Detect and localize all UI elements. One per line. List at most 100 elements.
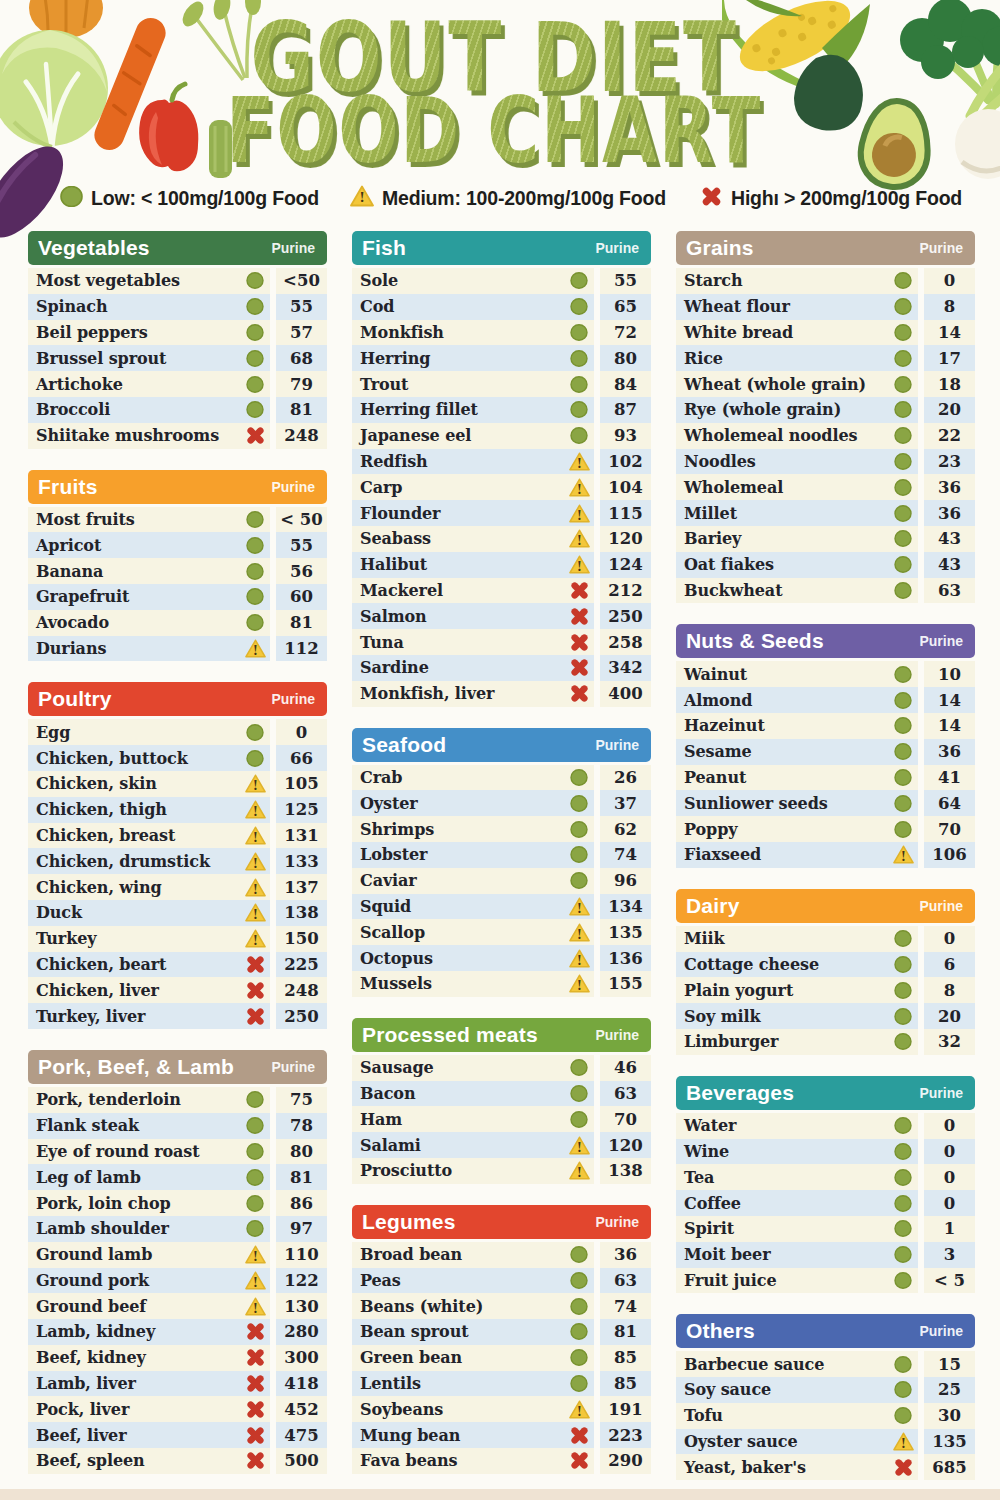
food-name: Miik xyxy=(684,929,725,948)
purine-value: 133 xyxy=(284,852,318,871)
purine-value: 106 xyxy=(932,845,966,864)
purine-value-cell: 55 xyxy=(600,268,651,294)
food-name: Moit beer xyxy=(684,1245,771,1264)
food-name: Almond xyxy=(684,691,752,710)
table-row: Sesame36 xyxy=(676,739,975,765)
purine-value-cell: 248 xyxy=(276,977,327,1003)
table-others: OthersPurineBarbecue sauce15Soy sauce25T… xyxy=(676,1314,975,1480)
high-level-icon xyxy=(568,632,590,652)
purine-value-cell: 135 xyxy=(924,1429,975,1455)
low-level-icon xyxy=(244,322,266,342)
food-name: Seabass xyxy=(360,529,431,548)
food-name: Sole xyxy=(360,271,398,290)
table-row: White bread 14 xyxy=(676,320,975,346)
food-name: Oyster xyxy=(360,794,418,813)
purine-value-cell: 22 xyxy=(924,423,975,449)
table-row: Redfish!102 xyxy=(352,449,651,475)
high-level-icon xyxy=(568,580,590,600)
medium-level-icon: ! xyxy=(568,974,590,994)
medium-level-icon: ! xyxy=(244,877,266,897)
low-level-icon xyxy=(568,1348,590,1368)
food-name: Ground pork xyxy=(36,1271,149,1290)
table-row: Egg0 xyxy=(28,719,327,745)
high-level-icon xyxy=(244,980,266,1000)
table-row: Scallop!135 xyxy=(352,919,651,945)
purine-value-cell: 685 xyxy=(924,1454,975,1480)
purine-value: 55 xyxy=(290,536,313,555)
medium-level-icon: ! xyxy=(244,1245,266,1265)
table-row: Salami!120 xyxy=(352,1132,651,1158)
high-level-icon xyxy=(568,684,590,704)
purine-value: 475 xyxy=(284,1426,318,1445)
purine-value-cell: 134 xyxy=(600,894,651,920)
food-name: Poppy xyxy=(684,820,737,839)
table-row: Beil peppers57 xyxy=(28,320,327,346)
purine-value: 62 xyxy=(614,820,637,839)
purine-value-cell: 80 xyxy=(276,1139,327,1165)
food-name: Green bean xyxy=(360,1348,462,1367)
table-row: Peanut41 xyxy=(676,765,975,791)
purine-value-cell: 55 xyxy=(276,532,327,558)
food-name: Broccoli xyxy=(36,400,110,419)
table-row: Miik0 xyxy=(676,926,975,952)
low-level-icon xyxy=(244,748,266,768)
food-cell: Oyster xyxy=(352,790,594,816)
purine-value-cell: 20 xyxy=(924,1003,975,1029)
purine-value-cell: 125 xyxy=(276,797,327,823)
table-row: Wholemeal noodles22 xyxy=(676,423,975,449)
purine-value: 81 xyxy=(290,400,313,419)
medium-level-icon: ! xyxy=(244,1296,266,1316)
legend-label-medium: Medium: 100-200mg/100g Food xyxy=(382,187,666,210)
medium-level-icon: ! xyxy=(244,638,266,658)
food-cell: Crab xyxy=(352,765,594,791)
purine-value: 63 xyxy=(614,1084,637,1103)
food-name: Tofu xyxy=(684,1406,723,1425)
food-cell: Almond xyxy=(676,687,918,713)
food-name: Carp xyxy=(360,478,402,497)
high-level-icon xyxy=(244,1399,266,1419)
food-name: Broad bean xyxy=(360,1245,462,1264)
food-name: Wheat flour xyxy=(684,297,790,316)
table-row: Japanese eel93 xyxy=(352,423,651,449)
food-name: Fruit juice xyxy=(684,1271,777,1290)
low-level-icon xyxy=(892,716,914,736)
purine-value: 57 xyxy=(290,323,313,342)
purine-value-cell: 68 xyxy=(276,345,327,371)
food-name: Crab xyxy=(360,768,402,787)
food-cell: Duck! xyxy=(28,900,270,926)
purine-value: 125 xyxy=(284,800,318,819)
food-cell: Limburger xyxy=(676,1029,918,1055)
purine-value: 18 xyxy=(938,375,961,394)
purine-value-cell: 75 xyxy=(276,1087,327,1113)
purine-value: 97 xyxy=(290,1219,313,1238)
low-level-icon xyxy=(892,555,914,575)
purine-value: 124 xyxy=(608,555,642,574)
table-legumes: LegumesPurineBroad bean36Peas63Beans (wh… xyxy=(352,1205,651,1474)
purine-value-cell: 212 xyxy=(600,578,651,604)
purine-value-cell: 290 xyxy=(600,1448,651,1474)
low-level-icon xyxy=(892,374,914,394)
table-row: Wheat (whole grain) 18 xyxy=(676,371,975,397)
table-row: Banana56 xyxy=(28,558,327,584)
purine-value-cell: 500 xyxy=(276,1448,327,1474)
food-cell: Durians! xyxy=(28,636,270,662)
svg-text:!: ! xyxy=(576,534,581,548)
low-level-icon xyxy=(892,1141,914,1161)
food-name: Bean sprout xyxy=(360,1322,469,1341)
svg-text:!: ! xyxy=(576,1166,581,1180)
table-row: Sole 55 xyxy=(352,268,651,294)
table-row: Shiitake mushrooms248 xyxy=(28,423,327,449)
food-name: Squid xyxy=(360,897,411,916)
purine-value: 14 xyxy=(938,323,961,342)
purine-value-cell: 85 xyxy=(600,1371,651,1397)
food-cell: Spinach xyxy=(28,294,270,320)
food-cell: White bread xyxy=(676,320,918,346)
food-name: Redfish xyxy=(360,452,428,471)
table-header-seafood: SeafoodPurine xyxy=(352,728,651,762)
purine-value-cell: 43 xyxy=(924,526,975,552)
low-level-icon xyxy=(568,400,590,420)
food-name: Wheat (whole grain) xyxy=(684,375,866,394)
food-cell: Peanut xyxy=(676,765,918,791)
food-name: Chicken, breast xyxy=(36,826,175,845)
table-row: Chicken, thigh!125 xyxy=(28,797,327,823)
